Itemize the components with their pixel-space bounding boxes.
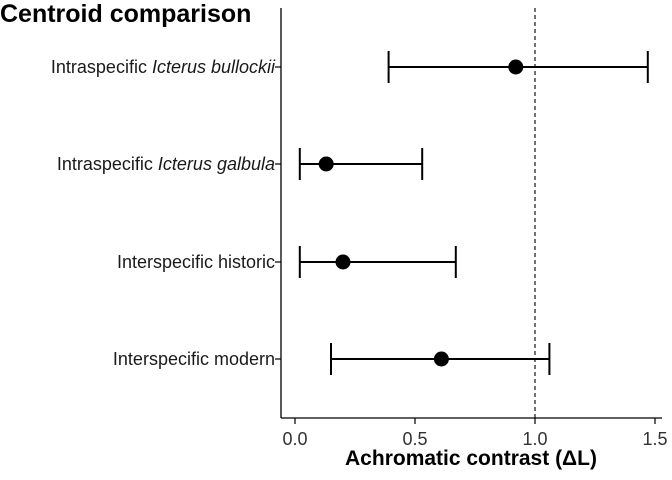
y-axis-category-label: Interspecific historic: [116, 252, 275, 272]
data-point: [433, 351, 449, 367]
x-tick-label: 0.0: [282, 429, 307, 449]
chart-title: Centroid comparison: [0, 0, 252, 28]
y-axis-category-label: Intraspecific Icterus bullockii: [50, 57, 275, 77]
data-point: [318, 156, 334, 172]
x-axis-title: Achromatic contrast (ΔL): [345, 447, 597, 470]
data-point: [508, 59, 524, 75]
data-point: [335, 254, 351, 270]
x-tick-label: 1.0: [522, 429, 547, 449]
y-axis-category-label: Interspecific modern: [112, 349, 275, 369]
x-tick-label: 0.5: [402, 429, 427, 449]
y-axis-category-label: Intraspecific Icterus galbula: [56, 154, 275, 174]
x-tick-label: 1.5: [642, 429, 667, 449]
